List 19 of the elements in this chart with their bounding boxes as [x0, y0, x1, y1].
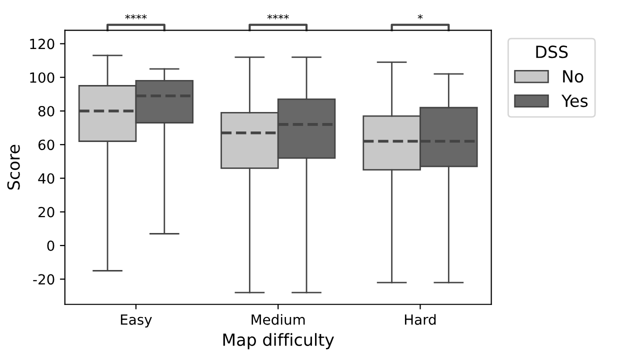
y-tick-label: 80 [38, 106, 54, 116]
y-tick-label: -20 [33, 274, 54, 285]
y-tick-label: 40 [38, 173, 54, 184]
text: **** [125, 14, 147, 20]
legend-label: Yes [561, 94, 588, 108]
y-tick-label: 120 [30, 38, 54, 50]
legend-title: DSS [536, 46, 568, 58]
y-axis-title: Score [7, 144, 20, 190]
y-tick-label: 0 [47, 240, 54, 251]
y-tick-label: 100 [30, 72, 54, 83]
legend-label: No [563, 70, 584, 83]
text: **** [267, 14, 289, 20]
x-tick-label: Medium [252, 314, 305, 325]
y-tick-label: 60 [38, 140, 54, 150]
x-tick-label: Hard [404, 314, 436, 325]
x-tick-label: Easy [120, 314, 152, 328]
text: * [418, 14, 423, 20]
x-axis-title: Map difficulty [223, 333, 334, 350]
y-tick-label: 20 [38, 206, 54, 218]
